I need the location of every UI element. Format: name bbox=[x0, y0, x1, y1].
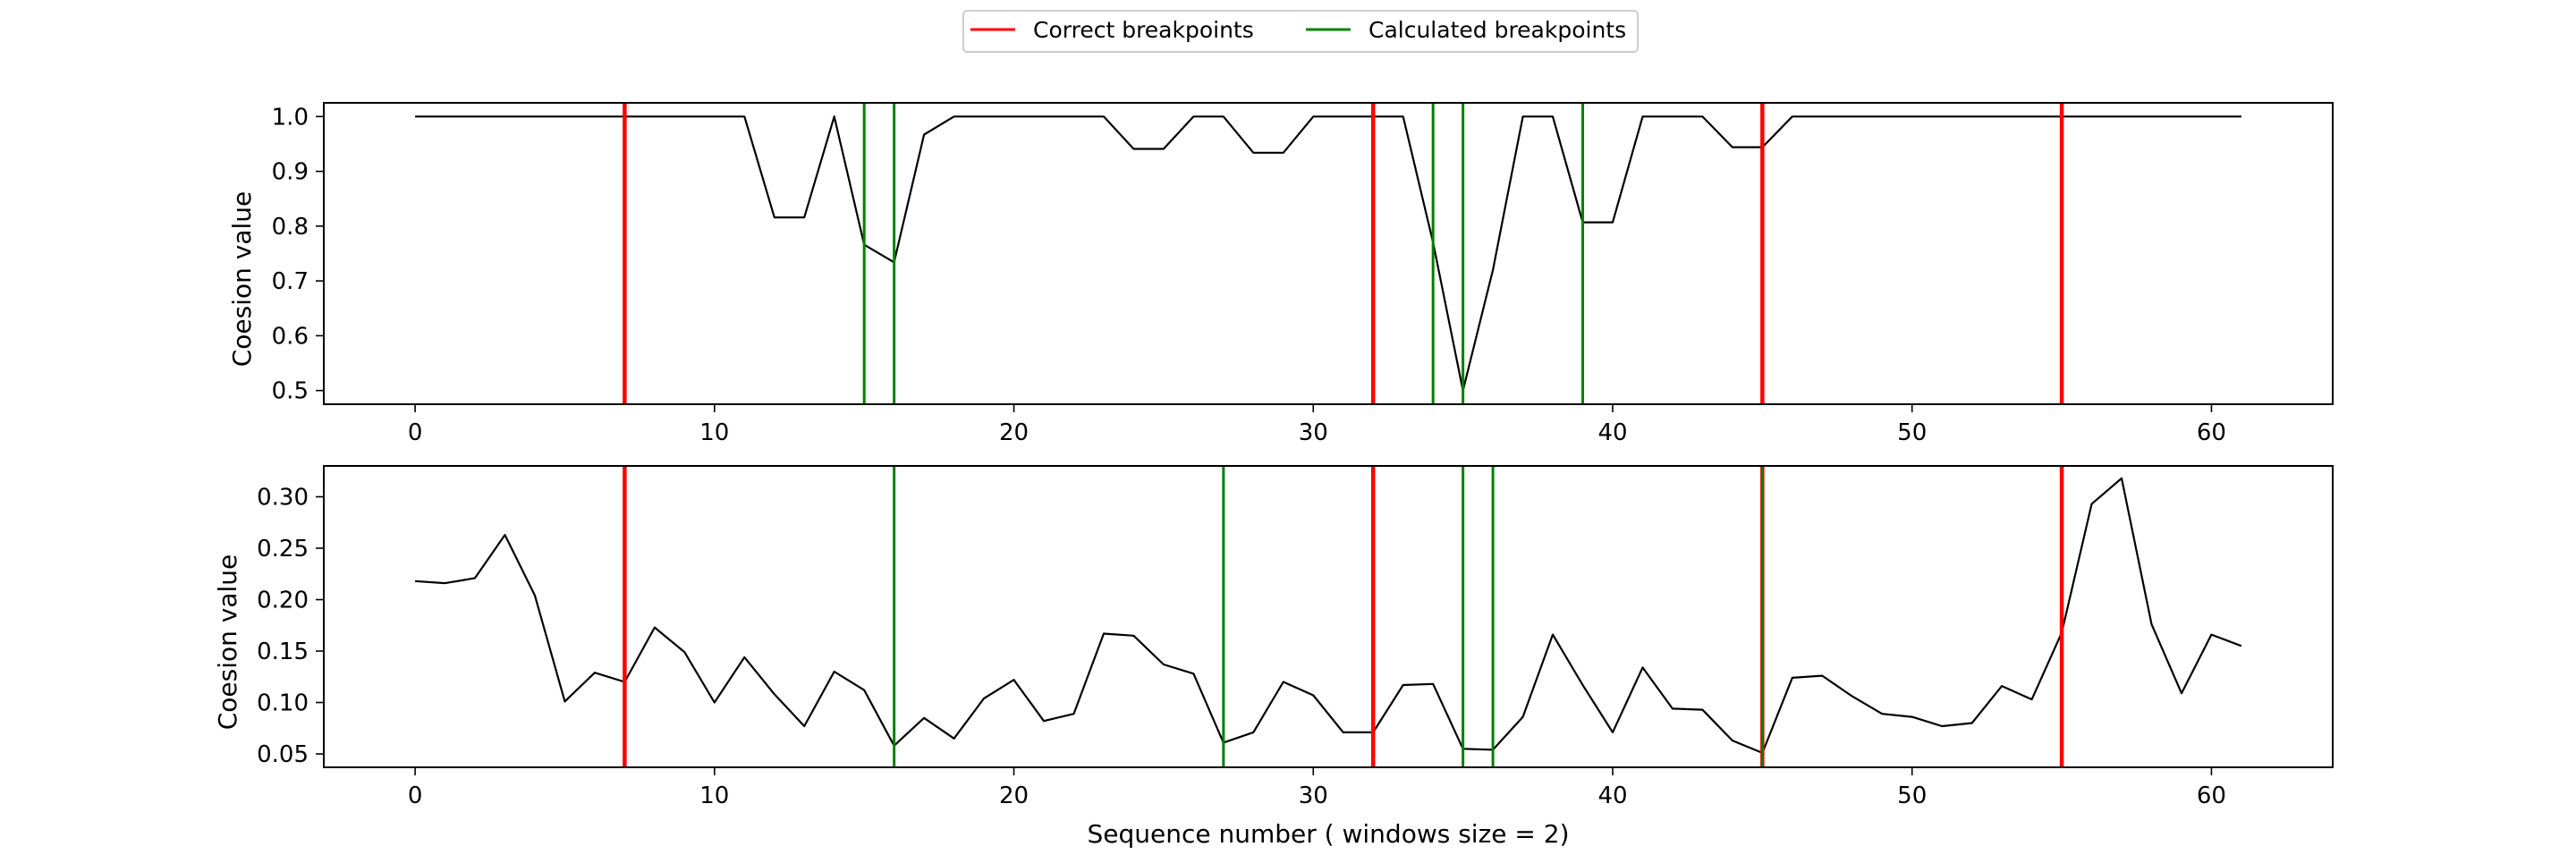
bottom-plot-frame bbox=[323, 465, 2334, 768]
top-y-tick-label-3: 0.8 bbox=[272, 214, 309, 241]
top-y-tick-label-1: 0.6 bbox=[272, 323, 309, 350]
top-x-tick-label-0: 0 bbox=[408, 419, 423, 446]
top-x-tick-label-10: 10 bbox=[699, 419, 729, 446]
x-axis-label: Sequence number ( windows size = 2) bbox=[1087, 819, 1569, 849]
top-y-tick-label-0: 0.5 bbox=[272, 378, 309, 405]
bottom-x-tick-label-40: 40 bbox=[1597, 783, 1627, 809]
bottom-x-tick-label-0: 0 bbox=[408, 783, 423, 809]
bottom-y-tick-label-3: 0.20 bbox=[257, 588, 309, 614]
bottom-y-tick-label-0: 0.05 bbox=[257, 741, 309, 768]
top-y-tick-label-5: 1.0 bbox=[272, 104, 309, 131]
top-y-tick-label-4: 0.9 bbox=[272, 159, 309, 186]
top-x-tick-label-40: 40 bbox=[1597, 419, 1627, 446]
bottom-y-tick-label-1: 0.10 bbox=[257, 690, 309, 717]
top-x-tick-label-60: 60 bbox=[2197, 419, 2226, 446]
top-x-tick-label-30: 30 bbox=[1299, 419, 1328, 446]
bottom-x-tick-label-30: 30 bbox=[1299, 783, 1328, 809]
legend-calculated-label: Calculated breakpoints bbox=[1368, 17, 1626, 43]
top-y-axis-label: Coesion value bbox=[227, 191, 257, 368]
top-plot-frame bbox=[323, 102, 2334, 405]
legend: Correct breakpoints Calculated breakpoin… bbox=[962, 10, 1639, 53]
bottom-y-tick-label-2: 0.15 bbox=[257, 639, 309, 665]
bottom-x-tick-label-20: 20 bbox=[999, 783, 1029, 809]
bottom-y-axis-label: Coesion value bbox=[213, 554, 242, 731]
bottom-y-tick-label-5: 0.30 bbox=[257, 485, 309, 512]
bottom-plot-area bbox=[324, 466, 2333, 767]
bottom-x-tick-label-10: 10 bbox=[699, 783, 729, 809]
bottom-x-tick-label-50: 50 bbox=[1897, 783, 1927, 809]
bottom-subplot: Coesion value Sequence number ( windows … bbox=[213, 465, 2334, 849]
top-series-line bbox=[415, 115, 2241, 392]
top-y-tick-label-2: 0.7 bbox=[272, 268, 309, 295]
bottom-y-tick-label-4: 0.25 bbox=[257, 536, 309, 563]
legend-correct-label: Correct breakpoints bbox=[1033, 17, 1254, 43]
top-x-tick-label-50: 50 bbox=[1897, 419, 1927, 446]
top-plot-area bbox=[324, 103, 2333, 404]
top-x-tick-label-20: 20 bbox=[999, 419, 1029, 446]
bottom-x-tick-label-60: 60 bbox=[2197, 783, 2226, 809]
bottom-series-line bbox=[415, 477, 2242, 755]
legend-frame bbox=[962, 10, 1639, 53]
top-subplot: Coesion value 0 10 20 30 40 50 60 0.5 0.6 0.7 0.8 0… bbox=[227, 102, 2334, 446]
